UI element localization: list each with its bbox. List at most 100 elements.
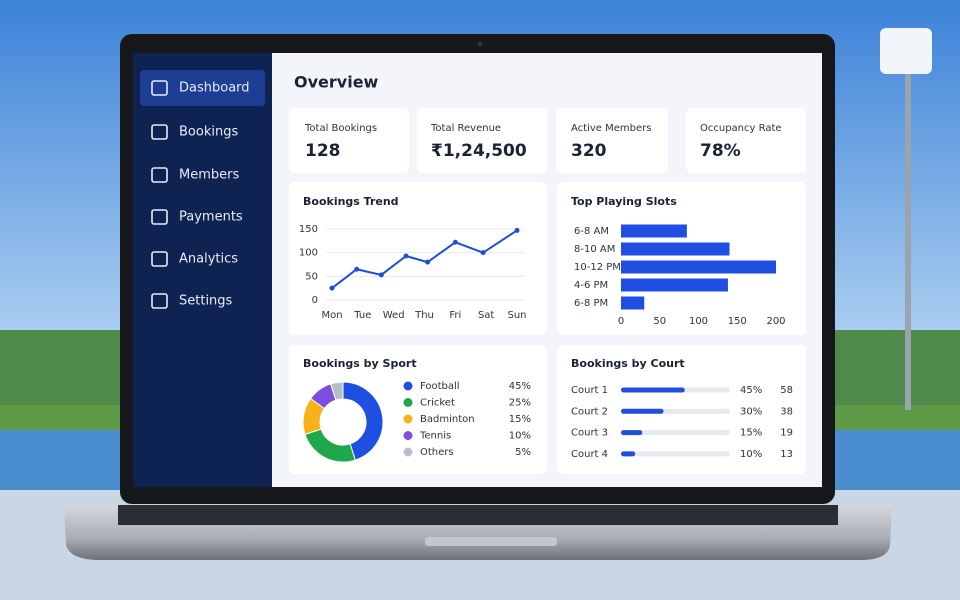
kpi-value: 320	[571, 141, 607, 161]
category-label: 4-6 PM	[574, 280, 608, 291]
x-tick-label: 100	[689, 316, 708, 327]
count-label: 13	[780, 449, 793, 460]
value-label: 15%	[740, 428, 762, 439]
point	[354, 266, 360, 272]
point	[329, 285, 335, 291]
nav-icon	[151, 209, 168, 225]
kpi-value: ₹1,24,500	[431, 141, 527, 161]
kpi-value: 128	[305, 141, 341, 161]
legend-label: Tennis	[419, 431, 451, 442]
category-label: Court 2	[571, 406, 608, 417]
legend-swatch	[403, 431, 413, 440]
value-label: 45%	[740, 385, 762, 396]
nav-icon	[151, 80, 168, 96]
sidebar	[133, 53, 272, 487]
category-label: Court 4	[571, 449, 608, 460]
bar	[621, 224, 687, 238]
floodlight	[880, 28, 932, 74]
legend-swatch	[403, 398, 413, 407]
x-tick-label: 50	[653, 316, 666, 327]
point	[378, 272, 384, 278]
card	[289, 345, 547, 474]
nav-item[interactable]: Settings	[179, 294, 233, 309]
point	[452, 239, 458, 245]
point	[480, 250, 486, 256]
category-label: Court 3	[571, 428, 608, 439]
x-tick-label: Fri	[449, 310, 461, 321]
kpi-label: Occupancy Rate	[700, 123, 782, 134]
value-label: 25%	[509, 398, 531, 409]
page-title: Overview	[294, 73, 379, 92]
x-tick-label: Tue	[353, 310, 371, 321]
line	[331, 229, 518, 289]
chart-title: Bookings Trend	[303, 195, 399, 208]
bar	[621, 430, 643, 436]
nav-item[interactable]: Payments	[179, 210, 243, 225]
chart-title: Top Playing Slots	[571, 195, 677, 208]
point	[403, 253, 409, 259]
donut-slice	[342, 381, 384, 461]
kpi-label: Total Bookings	[304, 123, 377, 134]
legend-swatch	[403, 414, 413, 424]
x-tick-label: Thu	[414, 310, 434, 321]
nav-item[interactable]: Bookings	[179, 125, 238, 140]
y-tick-label: 150	[299, 224, 318, 235]
x-tick-label: 0	[618, 316, 624, 327]
kpi-value: 78%	[700, 141, 741, 161]
value-label: 5%	[515, 447, 531, 458]
chart-title: Bookings by Sport	[303, 357, 417, 370]
nav-icon	[151, 167, 168, 183]
track	[621, 430, 730, 436]
card	[686, 108, 806, 173]
bar	[621, 451, 636, 457]
value-label: 10%	[740, 449, 762, 460]
camera	[477, 41, 483, 47]
count-label: 58	[780, 385, 793, 396]
bar	[621, 242, 730, 256]
bar	[621, 387, 685, 393]
category-label: 10-12 PM	[574, 262, 621, 273]
x-tick-label: Sun	[507, 310, 526, 321]
nav-item[interactable]: Members	[179, 168, 239, 183]
x-tick-label: 200	[766, 316, 785, 327]
legend-label: Football	[420, 381, 460, 392]
point	[514, 227, 520, 233]
nav-icon	[151, 124, 168, 140]
value-label: 45%	[509, 381, 531, 392]
category-label: Court 1	[571, 385, 608, 396]
category-label: 6-8 AM	[574, 226, 609, 237]
card	[556, 108, 668, 173]
nav-item[interactable]: Analytics	[179, 252, 238, 267]
bar	[621, 296, 645, 310]
category-label: 6-8 PM	[574, 298, 608, 309]
donut-slice	[330, 381, 344, 401]
track	[621, 451, 730, 457]
count-label: 19	[780, 428, 793, 439]
nav-icon	[151, 293, 168, 309]
card	[417, 108, 547, 173]
x-tick-label: 150	[728, 316, 747, 327]
card	[557, 182, 806, 335]
y-tick-label: 100	[299, 248, 318, 259]
x-tick-label: Mon	[321, 310, 342, 321]
value-label: 30%	[740, 406, 762, 417]
nav-icon	[151, 251, 168, 267]
legend-label: Badminton	[420, 414, 475, 425]
sidebar-active[interactable]	[140, 70, 265, 106]
chart-title: Bookings by Court	[571, 357, 685, 370]
legend-label: Cricket	[420, 398, 455, 409]
bar	[621, 260, 776, 274]
value-label: 10%	[509, 431, 531, 442]
point	[425, 259, 431, 265]
x-tick-label: Sat	[478, 310, 494, 321]
legend-swatch	[403, 447, 413, 457]
notch	[425, 537, 557, 546]
bar	[621, 408, 664, 414]
count-label: 38	[780, 406, 793, 417]
y-tick-label: 50	[305, 271, 318, 282]
y-tick-label: 0	[312, 295, 318, 306]
nav-item[interactable]: Dashboard	[179, 81, 250, 96]
legend-label: Others	[420, 447, 454, 458]
category-label: 8-10 AM	[574, 244, 615, 255]
